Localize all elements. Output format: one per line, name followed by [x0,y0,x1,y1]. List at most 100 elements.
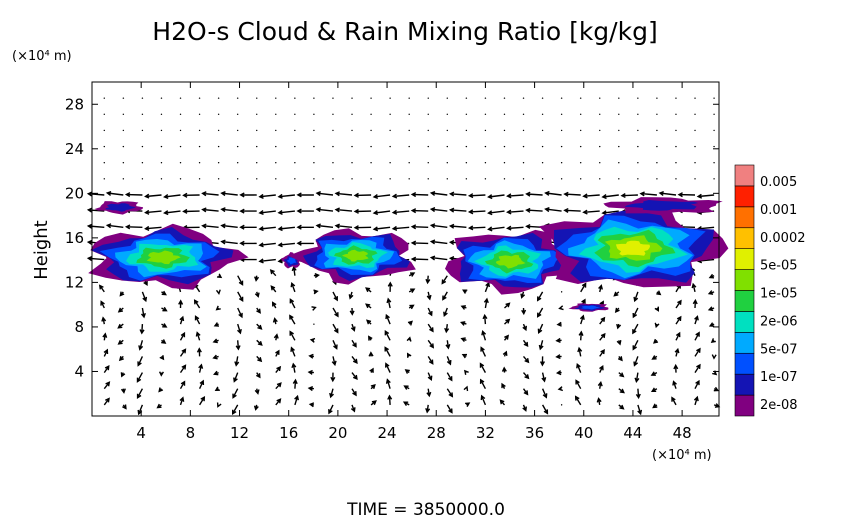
wind-vector [487,194,505,200]
wind-vector [366,319,372,325]
wind-vector [161,290,167,296]
wind-vector [198,129,201,132]
wind-vector [656,178,658,180]
wind-vector [103,162,105,164]
wind-vector [633,291,639,303]
wind-vector [694,113,696,115]
wind-vector [406,352,412,358]
wind-vector [384,346,391,357]
wind-vector [216,273,223,279]
wind-vector [332,307,339,318]
colorbar-segment [734,394,755,417]
wind-vector [521,307,527,316]
wind-vector [461,353,468,359]
wind-vector [291,265,297,276]
wind-vector [160,113,163,115]
wind-vector [656,129,658,132]
wind-vector [194,315,201,325]
wind-vector [446,404,453,414]
wind-vector [675,113,677,115]
wind-vector [179,145,182,148]
wind-vector [370,97,372,99]
wind-vector [579,129,582,132]
wind-vector [616,323,622,330]
wind-vector [256,178,258,180]
wind-vector [368,351,374,357]
wind-vector [385,313,391,325]
wind-vector [522,339,529,348]
colorbar-segment [734,227,755,249]
wind-vector [499,399,506,406]
colorbar-label: 1e-07 [760,370,798,385]
wind-vector [601,194,619,200]
y-tick-label: 28 [65,95,84,113]
wind-vector [410,191,429,198]
wind-vector [389,178,391,180]
wind-vector [290,346,296,357]
wind-vector [160,97,163,99]
wind-vector [217,113,220,115]
wind-vector [427,97,429,99]
cloud-mixing-field [88,197,729,312]
wind-vector [618,404,625,410]
wind-vector [651,355,658,360]
plot-frame [91,81,720,417]
wind-vector [446,129,448,132]
wind-vector [579,145,582,148]
y-tick-label: 16 [65,229,84,247]
wind-vector [634,372,640,384]
colorbar-label: 5e-05 [760,259,798,274]
wind-vector [269,269,277,277]
wind-vector [484,145,487,148]
wind-vector [427,145,429,148]
wind-vector [465,402,471,408]
wind-vector [237,275,244,286]
wind-vector [122,145,125,148]
wind-vector [536,291,544,302]
wind-vector [179,396,185,406]
wind-vector [332,162,334,164]
wind-vector [179,331,186,341]
wind-vector [220,239,238,245]
wind-vector [576,362,582,373]
wind-vector [254,388,260,395]
wind-vector [307,386,314,392]
wind-vector [161,323,168,328]
wind-vector [402,401,410,406]
wind-vector [618,372,625,378]
wind-vector [294,394,299,406]
wind-vector [633,356,639,367]
wind-vector [560,97,563,99]
wind-vector [122,113,125,115]
wind-vector [427,372,433,382]
wind-vector [308,353,314,359]
wind-vector [220,223,238,229]
wind-vector [294,129,296,132]
wind-vector [195,331,201,341]
wind-vector [179,364,187,373]
wind-vector [258,258,276,264]
chart-title: H2O-s Cloud & Rain Mixing Ratio [kg/kg] [152,17,657,46]
wind-vector [294,145,296,148]
wind-vector [446,113,448,115]
wind-vector [277,193,295,199]
wind-vector [389,113,391,115]
wind-vector [236,145,239,148]
wind-vector [199,395,206,406]
y-axis-label: Height [31,220,52,280]
wind-vector [480,394,487,406]
cloud-contour [146,250,181,265]
colorbar-label: 0.0002 [760,231,806,246]
wind-vector [103,365,110,373]
wind-vector [694,379,700,390]
wind-vector [270,285,277,293]
wind-vector [599,332,606,341]
wind-vector [98,284,105,293]
wind-vector [370,113,372,115]
wind-vector [544,190,562,196]
wind-vector [198,363,204,373]
wind-vector [520,291,526,299]
wind-vector [313,323,315,325]
wind-vector [160,145,163,148]
wind-vector [408,113,410,115]
